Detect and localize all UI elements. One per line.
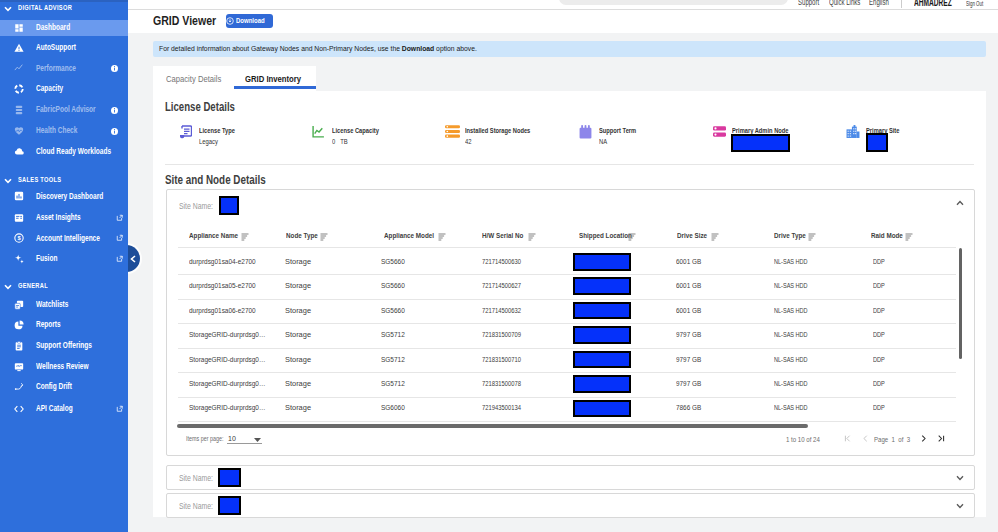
svg-text:$: $: [17, 235, 21, 241]
